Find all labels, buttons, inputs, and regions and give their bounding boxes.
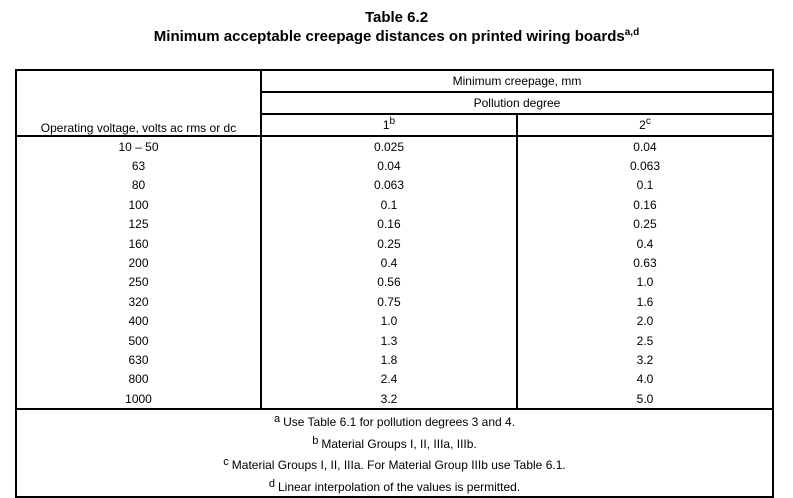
footnotes-cell: a Use Table 6.1 for pollution degrees 3 a… — [16, 409, 773, 497]
table-row: 125 0.16 0.25 — [16, 214, 773, 234]
table-row: 800 2.4 4.0 — [16, 369, 773, 390]
header-pollution-degree: Pollution degree — [260, 92, 773, 115]
header-col1-label: 1 — [382, 118, 390, 132]
voltage-cell: 10 – 50 — [118, 139, 159, 154]
voltage-cell: 1000 — [16, 389, 261, 411]
table-row: 320 0.75 1.6 — [16, 292, 773, 312]
footnote: b Material Groups I, II, IIIa, IIIb. — [17, 432, 772, 454]
table-header: Operating voltage, volts ac rms or dc Mi… — [16, 70, 773, 137]
pollution-2-cell: 2.0 — [515, 311, 773, 331]
table-row: 500 1.3 2.5 — [16, 330, 773, 351]
table-title-footnote-marks: a,d — [624, 27, 640, 38]
voltage-cell: 630 — [128, 352, 149, 367]
table-row: 10 – 50 0.025 0.04 — [16, 136, 773, 157]
footnote-mark: b — [312, 434, 319, 447]
pollution-1-cell: 1.0 — [260, 311, 517, 331]
table-footnotes: a Use Table 6.1 for pollution degrees 3 a… — [16, 409, 773, 497]
creepage-table: Operating voltage, volts ac rms or dc Mi… — [15, 69, 774, 498]
pollution-2-cell: 0.63 — [515, 253, 773, 273]
pollution-1-cell: 0.75 — [260, 292, 517, 312]
pollution-2-cell: 0.1 — [515, 175, 773, 196]
voltage-cell: 500 — [128, 333, 149, 348]
footnote: c Material Groups I, II, IIIa. For Materi… — [17, 453, 772, 475]
pollution-2-cell: 3.2 — [515, 350, 773, 370]
pollution-1-cell: 2.4 — [260, 369, 517, 390]
table-row: 1000 3.2 5.0 — [16, 389, 773, 411]
table-row: 100 0.1 0.16 — [16, 195, 773, 215]
pollution-2-cell: 0.4 — [515, 233, 773, 254]
footnote-text: Linear interpolation of the values is pe… — [277, 479, 521, 494]
header-minimum-creepage: Minimum creepage, mm — [260, 70, 773, 93]
header-col2-footnote-mark: c — [645, 116, 651, 127]
pollution-1-cell: 0.1 — [260, 195, 517, 215]
pollution-1-cell: 1.8 — [260, 350, 517, 370]
pollution-1-cell: 0.04 — [260, 156, 517, 176]
footnote-text: Material Groups I, II, IIIa. For Materia… — [231, 458, 566, 473]
table-caption: Table 6.2 Minimum acceptable creepage di… — [0, 8, 793, 46]
pollution-2-cell: 0.25 — [515, 214, 773, 234]
pollution-2-cell: 1.6 — [515, 292, 773, 312]
pollution-1-cell: 0.25 — [260, 233, 517, 254]
pollution-2-cell: 2.5 — [515, 330, 773, 351]
footnote-mark: d — [268, 477, 275, 490]
pollution-2-cell: 4.0 — [515, 369, 773, 390]
voltage-cell: 63 — [131, 159, 146, 174]
header-col2-label: 2 — [639, 118, 646, 132]
pollution-1-cell: 1.3 — [260, 330, 517, 351]
voltage-cell: 320 — [128, 294, 149, 309]
table-row: 160 0.25 0.4 — [16, 233, 773, 254]
table-row: 200 0.4 0.63 — [16, 253, 773, 273]
pollution-2-cell: 1.0 — [515, 272, 773, 293]
voltage-cell: 125 — [128, 217, 149, 232]
voltage-cell: 160 — [128, 236, 149, 251]
footnote: a Use Table 6.1 for pollution degrees 3 a… — [17, 410, 772, 432]
pollution-2-cell: 0.04 — [515, 136, 773, 157]
footnote-mark: a — [273, 413, 281, 426]
voltage-cell: 400 — [128, 314, 149, 329]
pollution-1-cell: 3.2 — [260, 389, 517, 411]
table-row: 250 0.56 1.0 — [16, 272, 773, 293]
pollution-2-cell: 5.0 — [515, 389, 773, 411]
pollution-1-cell: 0.063 — [260, 175, 517, 196]
pollution-1-cell: 0.16 — [260, 214, 517, 234]
pollution-2-cell: 0.16 — [515, 195, 773, 215]
table-body: 10 – 50 0.025 0.04 63 0.04 0.063 80 0.063 0.1 100… — [16, 136, 773, 411]
table-row: 630 1.8 3.2 — [16, 350, 773, 370]
table-row: 80 0.063 0.1 — [16, 175, 773, 196]
pollution-1-cell: 0.025 — [260, 136, 517, 157]
table-row: 63 0.04 0.063 — [16, 156, 773, 176]
table-number: Table 6.2 — [364, 9, 429, 26]
pollution-2-cell: 0.063 — [515, 156, 773, 176]
footnote-mark: c — [223, 456, 229, 469]
header-operating-voltage: Operating voltage, volts ac rms or dc — [16, 70, 261, 137]
voltage-cell: 800 — [128, 372, 149, 387]
voltage-cell: 80 — [131, 178, 146, 193]
header-col1-footnote-mark: b — [389, 116, 396, 127]
voltage-cell: 250 — [128, 275, 149, 290]
voltage-cell: 200 — [128, 256, 149, 271]
voltage-cell: 100 — [128, 197, 149, 212]
footnote: d Linear interpolation of the values is p… — [17, 475, 772, 497]
footnote-text: Use Table 6.1 for pollution degrees 3 an… — [283, 415, 516, 430]
table-row: 400 1.0 2.0 — [16, 311, 773, 331]
header-pollution-degree-1: 1b — [260, 114, 517, 137]
pollution-1-cell: 0.4 — [260, 253, 517, 273]
table-title-text: Minimum acceptable creepage distances on… — [153, 28, 625, 45]
header-pollution-degree-2: 2c — [515, 114, 773, 137]
table-title: Minimum acceptable creepage distances on… — [0, 27, 793, 46]
pollution-1-cell: 0.56 — [260, 272, 517, 293]
footnote-text: Material Groups I, II, IIIa, IIIb. — [321, 436, 477, 451]
